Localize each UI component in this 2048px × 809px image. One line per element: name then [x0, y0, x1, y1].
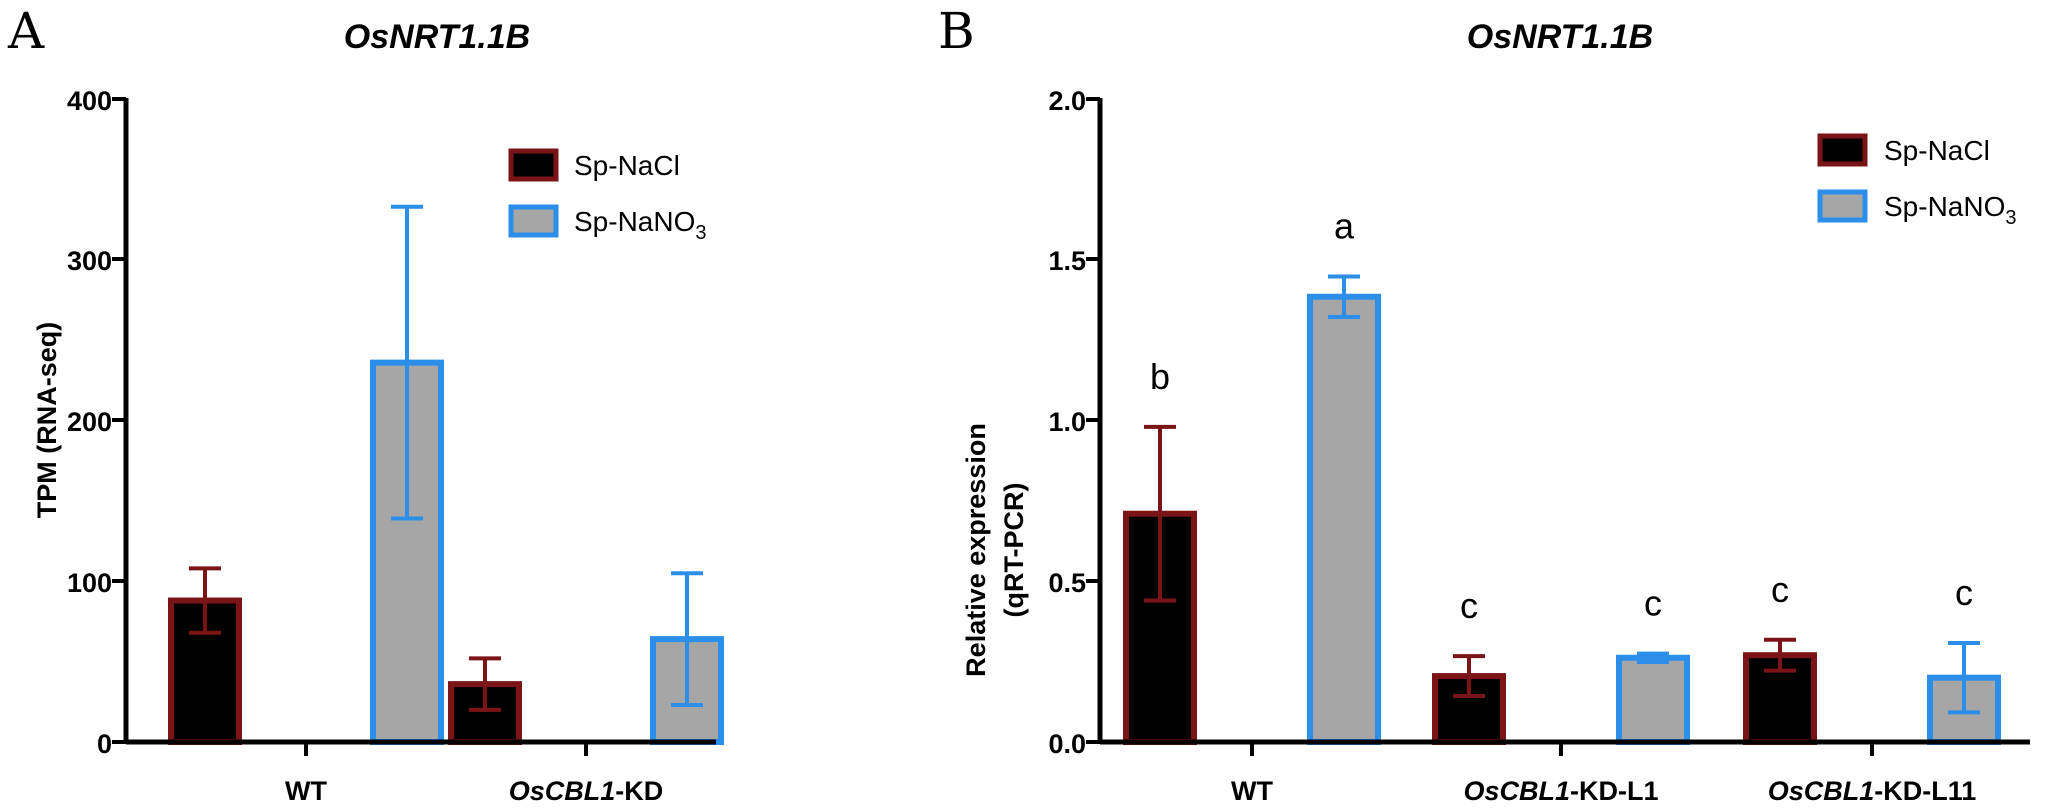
panel-a-y-tick-label: 400: [67, 86, 112, 116]
panel-b-category-label: OsCBL1-KD-L1: [1463, 776, 1658, 806]
panel-b-significance-letters: b a c c c c: [1150, 205, 1973, 626]
panel-b-y-tick-label: 1.5: [1048, 246, 1086, 276]
legend-label-nano3: Sp-NaNO3: [574, 206, 707, 244]
panel-a-y-tick-label: 100: [67, 568, 112, 598]
panel-b-y-tick-label: 0.0: [1048, 729, 1086, 759]
panel-b-y-axis-label: Relative expression: [961, 423, 991, 677]
legend-swatch-nano3: [508, 204, 559, 238]
error-bar-b-wt-nano3: [1328, 274, 1360, 319]
bar-b-wt-nano3: [1307, 293, 1381, 745]
panel-b: B OsNRT1.1B Relative expression (qRT-PCR…: [938, 2, 2030, 806]
panel-a-y-tick-label: 0: [97, 729, 112, 759]
panel-a-y-axis-label: TPM (RNA-seq): [32, 322, 62, 519]
bar-b-l1-nano3: [1616, 654, 1690, 746]
error-bar-b-l1-nacl: [1453, 654, 1485, 699]
error-bar-a-kd-nano3: [671, 571, 703, 708]
panel-b-letter: B: [938, 2, 975, 60]
legend-label-nacl: Sp-NaCl: [574, 150, 680, 181]
sig-letter-b-l1-nano3: c: [1644, 583, 1662, 624]
panel-b-y-tick-label: 2.0: [1048, 86, 1086, 116]
legend-label-nacl: Sp-NaCl: [1884, 135, 1990, 166]
error-bar-a-wt-nano3: [391, 204, 423, 521]
sig-letter-b-l11-nacl: c: [1771, 569, 1789, 610]
panel-b-title: OsNRT1.1B: [1467, 18, 1653, 56]
panel-b-y-axis-label-2: (qRT-PCR): [999, 483, 1029, 618]
sig-letter-b-wt-nacl: b: [1150, 356, 1170, 397]
panel-b-y-tick-label: 0.5: [1048, 568, 1086, 598]
panel-a-title: OsNRT1.1B: [344, 18, 530, 56]
error-bar-b-wt-nacl: [1144, 424, 1176, 603]
panel-a-error-bars: [189, 204, 703, 712]
panel-b-y-tick-label: 1.0: [1048, 407, 1086, 437]
panel-a-y-tick-label: 300: [67, 246, 112, 276]
error-bar-b-l11-nano3: [1948, 640, 1980, 715]
panel-b-category-label: OsCBL1-KD-L11: [1768, 776, 1977, 806]
panel-a-letter: A: [7, 2, 45, 60]
error-bar-b-l1-nano3: [1637, 651, 1669, 664]
panel-a-y-tick-label: 200: [67, 407, 112, 437]
panel-b-bars: [1123, 293, 2001, 746]
sig-letter-b-l11-nano3: c: [1955, 572, 1973, 613]
panel-a-legend: Sp-NaCl Sp-NaNO3: [508, 148, 707, 244]
legend-swatch-nacl: [508, 148, 559, 182]
legend-swatch-nano3: [1817, 189, 1868, 223]
panel-b-category-label: WT: [1231, 776, 1273, 806]
legend-label-nano3: Sp-NaNO3: [1884, 191, 2017, 229]
sig-letter-b-wt-nano3: a: [1334, 205, 1355, 246]
legend-swatch-nacl: [1817, 133, 1868, 167]
error-bar-b-l11-nacl: [1764, 637, 1796, 673]
panel-a-category-label: OsCBL1-KD: [509, 776, 664, 806]
panel-a-bars: [168, 359, 724, 746]
panel-a-category-label: WT: [285, 776, 327, 806]
panel-b-error-bars: [1144, 274, 1980, 715]
error-bar-a-wt-nacl: [189, 566, 221, 635]
panel-a: A OsNRT1.1B TPM (RNA-seq) 0 100 200 300 …: [7, 2, 724, 806]
error-bar-a-kd-nacl: [469, 656, 501, 712]
sig-letter-b-l1-nacl: c: [1460, 585, 1478, 626]
panel-b-legend: Sp-NaCl Sp-NaNO3: [1817, 133, 2017, 229]
